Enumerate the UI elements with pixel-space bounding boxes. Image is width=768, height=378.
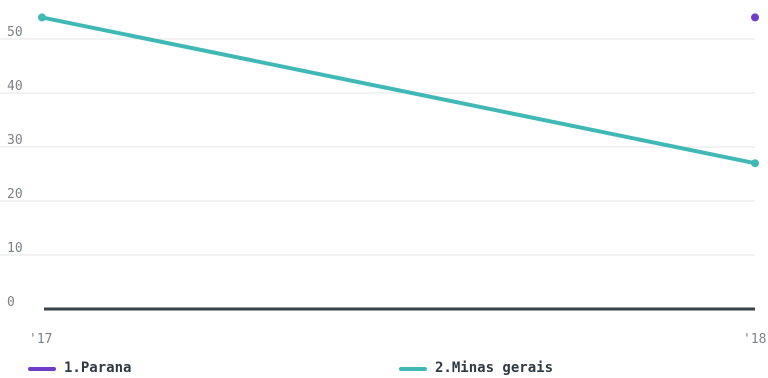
legend-swatch-minas-gerais	[399, 366, 427, 371]
data-point-series-2[interactable]	[751, 159, 759, 168]
legend-label-minas-gerais: 2.Minas gerais	[435, 360, 554, 376]
y-tick-label: 30	[7, 133, 23, 148]
y-tick-label: 50	[7, 25, 23, 40]
data-point-series-1[interactable]	[751, 13, 759, 22]
x-axis-tick-labels: '17 '18	[29, 332, 766, 347]
x-tick-label: '18	[743, 332, 766, 347]
legend-item-minas-gerais[interactable]: 2.Minas gerais	[399, 359, 553, 378]
y-tick-label: 0	[7, 295, 15, 310]
legend-label-parana: 1.Parana	[64, 360, 132, 376]
data-points	[38, 13, 759, 168]
y-tick-label: 40	[7, 79, 23, 94]
series-line-2	[40, 15, 757, 166]
y-tick-label: 20	[7, 187, 23, 202]
legend-swatch-parana	[28, 366, 56, 371]
gridlines	[0, 38, 755, 311]
data-point-series-2[interactable]	[38, 13, 46, 22]
y-axis-tick-labels: 0 10 20 30 40 50	[7, 25, 23, 310]
series-lines	[40, 15, 757, 166]
x-tick-label: '17	[29, 332, 52, 347]
legend-item-parana[interactable]: 1.Parana	[28, 359, 131, 378]
chart-legend: 1.Parana 2.Minas gerais	[0, 359, 768, 378]
y-tick-label: 10	[7, 241, 23, 256]
